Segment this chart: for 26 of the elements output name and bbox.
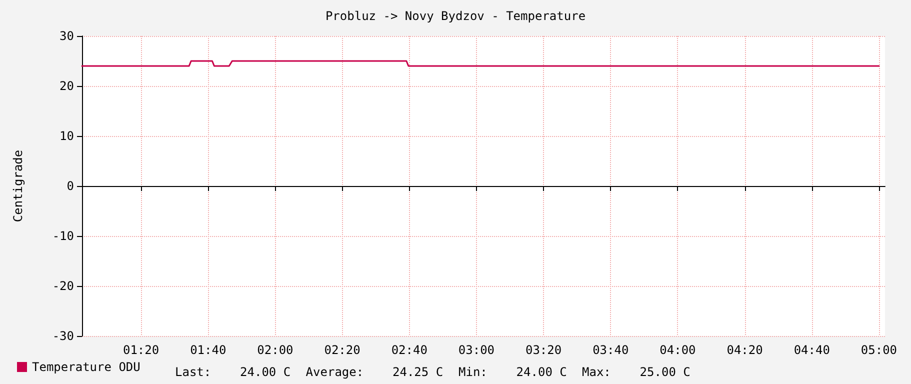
y-tick-label: -30	[52, 329, 74, 343]
text: Average: 24.25 C	[306, 365, 444, 379]
text: Max: 25.00 C	[582, 365, 690, 379]
y-tick-label: 30	[60, 29, 74, 43]
y-tick-label: 10	[60, 129, 74, 143]
text: Last: 24.00 C	[175, 365, 291, 379]
legend-label: Temperature ODU	[32, 360, 140, 374]
x-tick-label: 02:40	[391, 343, 428, 357]
chart-title: Probluz -> Novy Bydzov - Temperature	[325, 9, 586, 23]
y-tick-label: 0	[66, 179, 74, 193]
text: Min: 24.00 C	[458, 365, 567, 379]
x-tick-label: 03:20	[525, 343, 562, 357]
y-tick-label: -10	[52, 229, 74, 243]
x-tick-label: 03:40	[592, 343, 629, 357]
x-tick-label: 02:20	[324, 343, 360, 357]
y-tick-label: -20	[52, 279, 74, 293]
y-axis-title: Centigrade	[11, 150, 25, 222]
x-tick-label: 01:20	[122, 343, 160, 357]
x-tick-label: 04:20	[726, 343, 763, 357]
x-tick-label: 04:40	[794, 343, 830, 357]
y-tick-label: 20	[60, 79, 74, 93]
x-tick-label: 03:00	[458, 343, 495, 357]
x-tick-label: 01:40	[190, 343, 226, 357]
x-tick-label: 04:00	[660, 343, 696, 357]
x-tick-label: 05:00	[860, 343, 898, 357]
x-tick-label: 02:00	[257, 343, 294, 357]
